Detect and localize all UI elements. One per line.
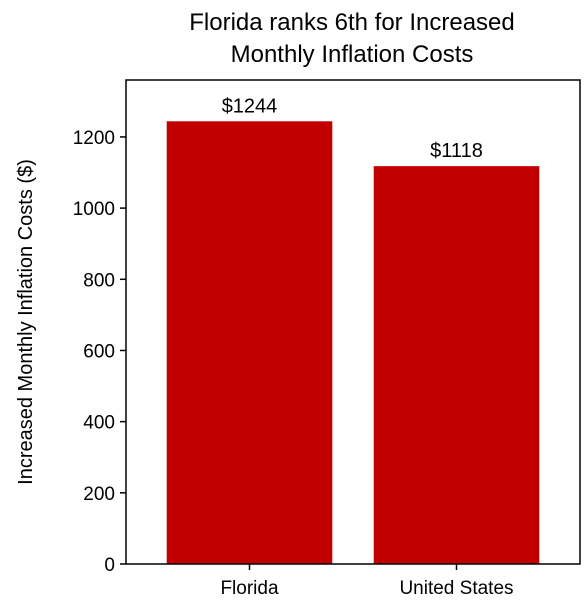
bar-united-states — [373, 166, 540, 564]
y-tick-label: 1200 — [73, 128, 115, 149]
y-tick-label: 1000 — [73, 199, 115, 220]
y-tick-label: 400 — [83, 413, 115, 434]
y-tick-label: 600 — [83, 341, 115, 362]
x-tick-label: Florida — [220, 578, 279, 599]
y-axis-ticks: 0 200 400 600 800 1000 1200 — [73, 128, 126, 576]
y-tick-label: 0 — [104, 555, 115, 576]
x-axis-ticks: Florida United States — [220, 564, 514, 599]
chart-title-line-1: Florida ranks 6th for Increased — [189, 9, 515, 36]
bar-value-label: $1118 — [430, 140, 483, 162]
y-tick-label: 800 — [83, 270, 115, 291]
y-axis-label: Increased Monthly Inflation Costs ($) — [15, 159, 37, 485]
plot-area-frame — [125, 79, 581, 565]
bar-florida — [166, 121, 333, 565]
bar-value-label: $1244 — [222, 95, 278, 117]
y-tick-label: 200 — [83, 484, 115, 505]
x-tick-label: United States — [399, 578, 513, 599]
chart-title-line-2: Monthly Inflation Costs — [231, 41, 474, 68]
value-labels-group: $1244 $1118 — [222, 95, 483, 162]
bars-group — [166, 121, 540, 565]
